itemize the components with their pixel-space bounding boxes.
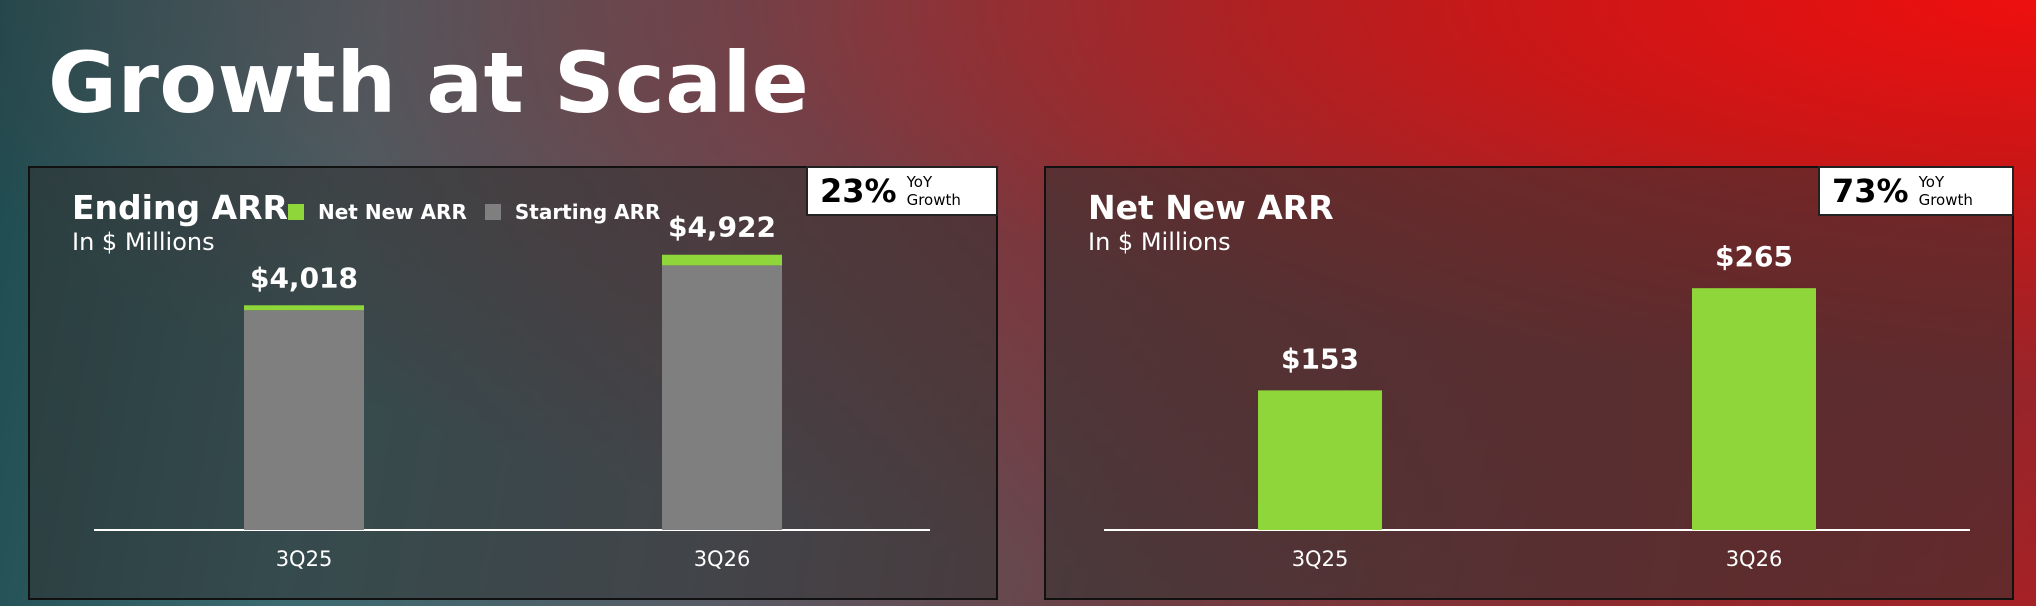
yoy-growth-badge-net-new-arr: 73% YoY Growth xyxy=(1818,166,2014,216)
net-new-arr-title: Net New ARR xyxy=(1088,188,1334,227)
legend-item-starting-arr: Starting ARR xyxy=(484,200,661,224)
bar-net-new-arr-3q25 xyxy=(1258,390,1382,530)
x-tick-label-3q25: 3Q25 xyxy=(1292,547,1349,571)
yoy-growth-value: 23% xyxy=(820,172,897,210)
ending-arr-chart: $4,018 3Q25 $4,922 3Q26 xyxy=(94,211,930,571)
net-new-arr-subtitle: In $ Millions xyxy=(1088,228,1231,256)
bar-net-new-arr-3q26 xyxy=(662,254,782,266)
bar-starting-arr-3q25 xyxy=(244,310,364,530)
bar-net-new-arr-3q26 xyxy=(1692,288,1816,530)
ending-arr-title: Ending ARR xyxy=(72,188,288,227)
x-tick-label-3q26: 3Q26 xyxy=(1726,547,1783,571)
ending-arr-panel: Ending ARR In $ Millions Net New ARR Sta… xyxy=(28,166,998,600)
page-title: Growth at Scale xyxy=(48,34,810,132)
yoy-growth-label: YoY Growth xyxy=(906,173,961,209)
legend-item-net-new-arr: Net New ARR xyxy=(288,200,467,224)
data-label-3q26: $265 xyxy=(1715,240,1793,273)
data-label-3q25: $4,018 xyxy=(250,261,358,294)
legend-label-starting-arr: Starting ARR xyxy=(514,200,661,224)
x-tick-label-3q26: 3Q26 xyxy=(694,547,751,571)
net-new-arr-chart: $153 3Q25 $265 3Q26 xyxy=(1104,240,1970,571)
data-label-3q26: $4,922 xyxy=(668,211,776,244)
legend-label-net-new-arr: Net New ARR xyxy=(318,200,467,224)
ending-arr-subtitle: In $ Millions xyxy=(72,228,215,256)
yoy-growth-badge-ending-arr: 23% YoY Growth xyxy=(806,166,998,216)
bar-net-new-arr-3q25 xyxy=(244,305,364,311)
yoy-growth-label: YoY Growth xyxy=(1918,173,1973,209)
ending-arr-legend: Net New ARR Starting ARR xyxy=(288,200,678,224)
x-tick-label-3q25: 3Q25 xyxy=(276,547,333,571)
legend-swatch-net-new-arr xyxy=(288,204,304,220)
net-new-arr-panel: Net New ARR In $ Millions 73% YoY Growth… xyxy=(1044,166,2014,600)
yoy-growth-value: 73% xyxy=(1832,172,1909,210)
bar-starting-arr-3q26 xyxy=(662,265,782,530)
data-label-3q25: $153 xyxy=(1281,342,1359,375)
legend-swatch-starting-arr xyxy=(484,204,501,220)
